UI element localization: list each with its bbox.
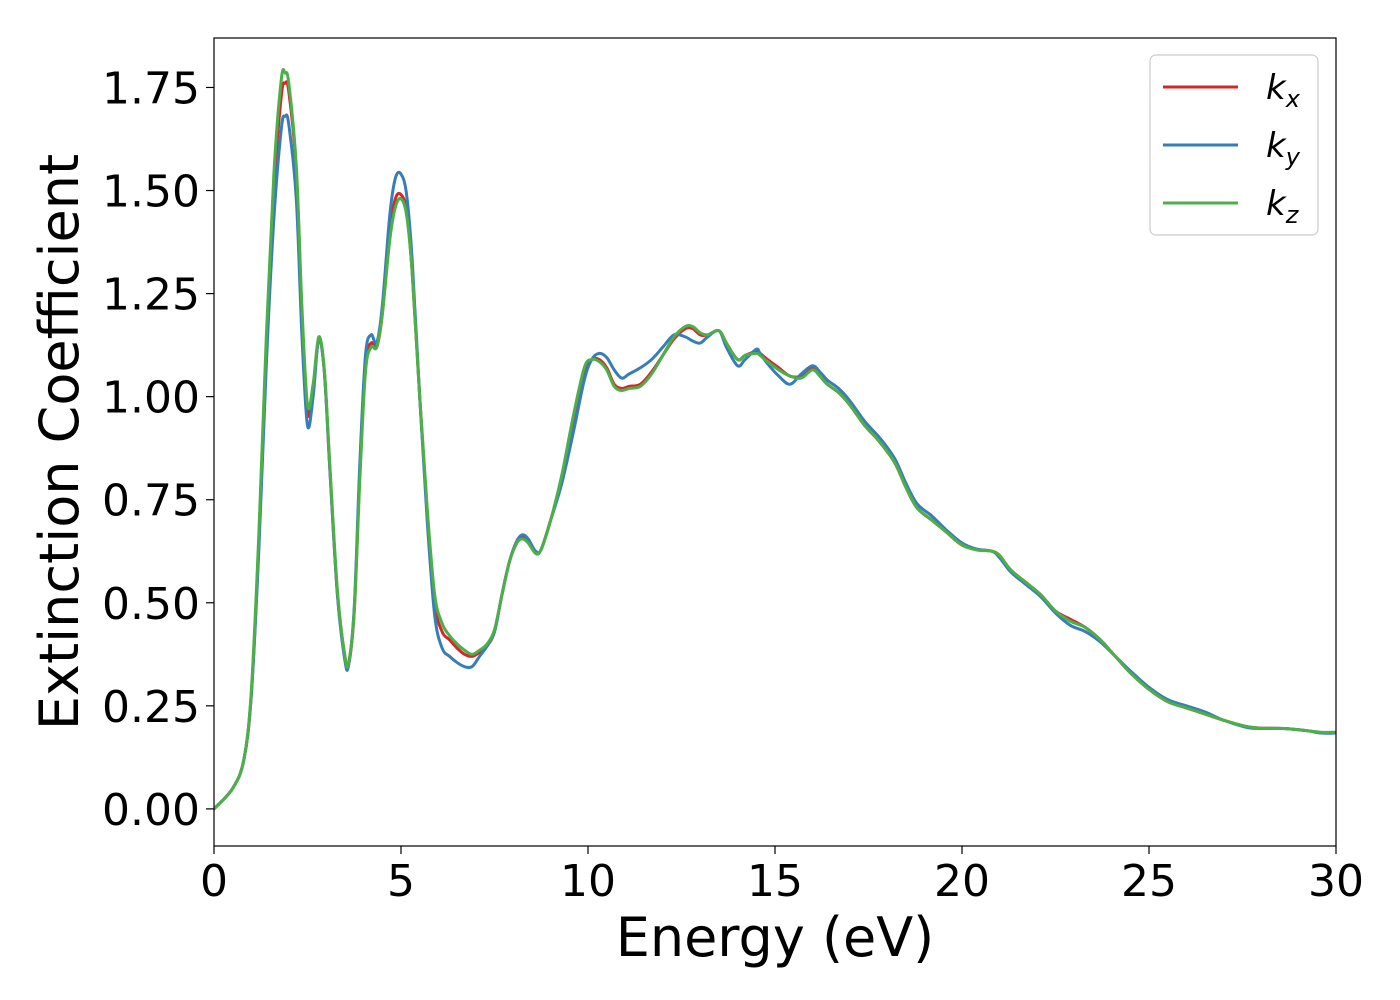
legend-label-k-x: kx bbox=[1266, 68, 1301, 113]
x-tick-label: 25 bbox=[1121, 856, 1177, 907]
legend-label-base: k bbox=[1266, 184, 1287, 224]
y-tick-label: 1.25 bbox=[102, 270, 200, 321]
legend-label-subscript: x bbox=[1285, 85, 1301, 113]
series-line-k-z bbox=[214, 68, 1336, 811]
legend-label-subscript: y bbox=[1285, 143, 1301, 171]
x-axis-title: Energy (eV) bbox=[616, 906, 935, 969]
x-tick-label: 20 bbox=[934, 856, 990, 907]
y-tick-label: 0.25 bbox=[102, 682, 200, 733]
legend-label-k-y: ky bbox=[1266, 126, 1301, 171]
legend-label-base: k bbox=[1266, 126, 1287, 166]
x-tick-label: 5 bbox=[387, 856, 415, 907]
y-tick-label: 0.75 bbox=[102, 476, 200, 527]
y-tick-label: 1.50 bbox=[102, 167, 200, 218]
y-tick-label: 0.50 bbox=[102, 579, 200, 630]
y-tick-label: 0.00 bbox=[102, 785, 200, 836]
y-tick-label: 1.75 bbox=[102, 63, 200, 114]
x-tick-label: 30 bbox=[1308, 856, 1364, 907]
legend-label-k-z: kz bbox=[1266, 184, 1300, 229]
x-tick-label: 0 bbox=[200, 856, 228, 907]
x-tick-label: 15 bbox=[747, 856, 803, 907]
legend-label-subscript: z bbox=[1285, 201, 1300, 229]
x-tick-label: 10 bbox=[560, 856, 616, 907]
y-axis-title: Extinction Coefficient bbox=[28, 154, 91, 730]
y-tick-label: 1.00 bbox=[102, 373, 200, 424]
legend-label-base: k bbox=[1266, 68, 1287, 108]
